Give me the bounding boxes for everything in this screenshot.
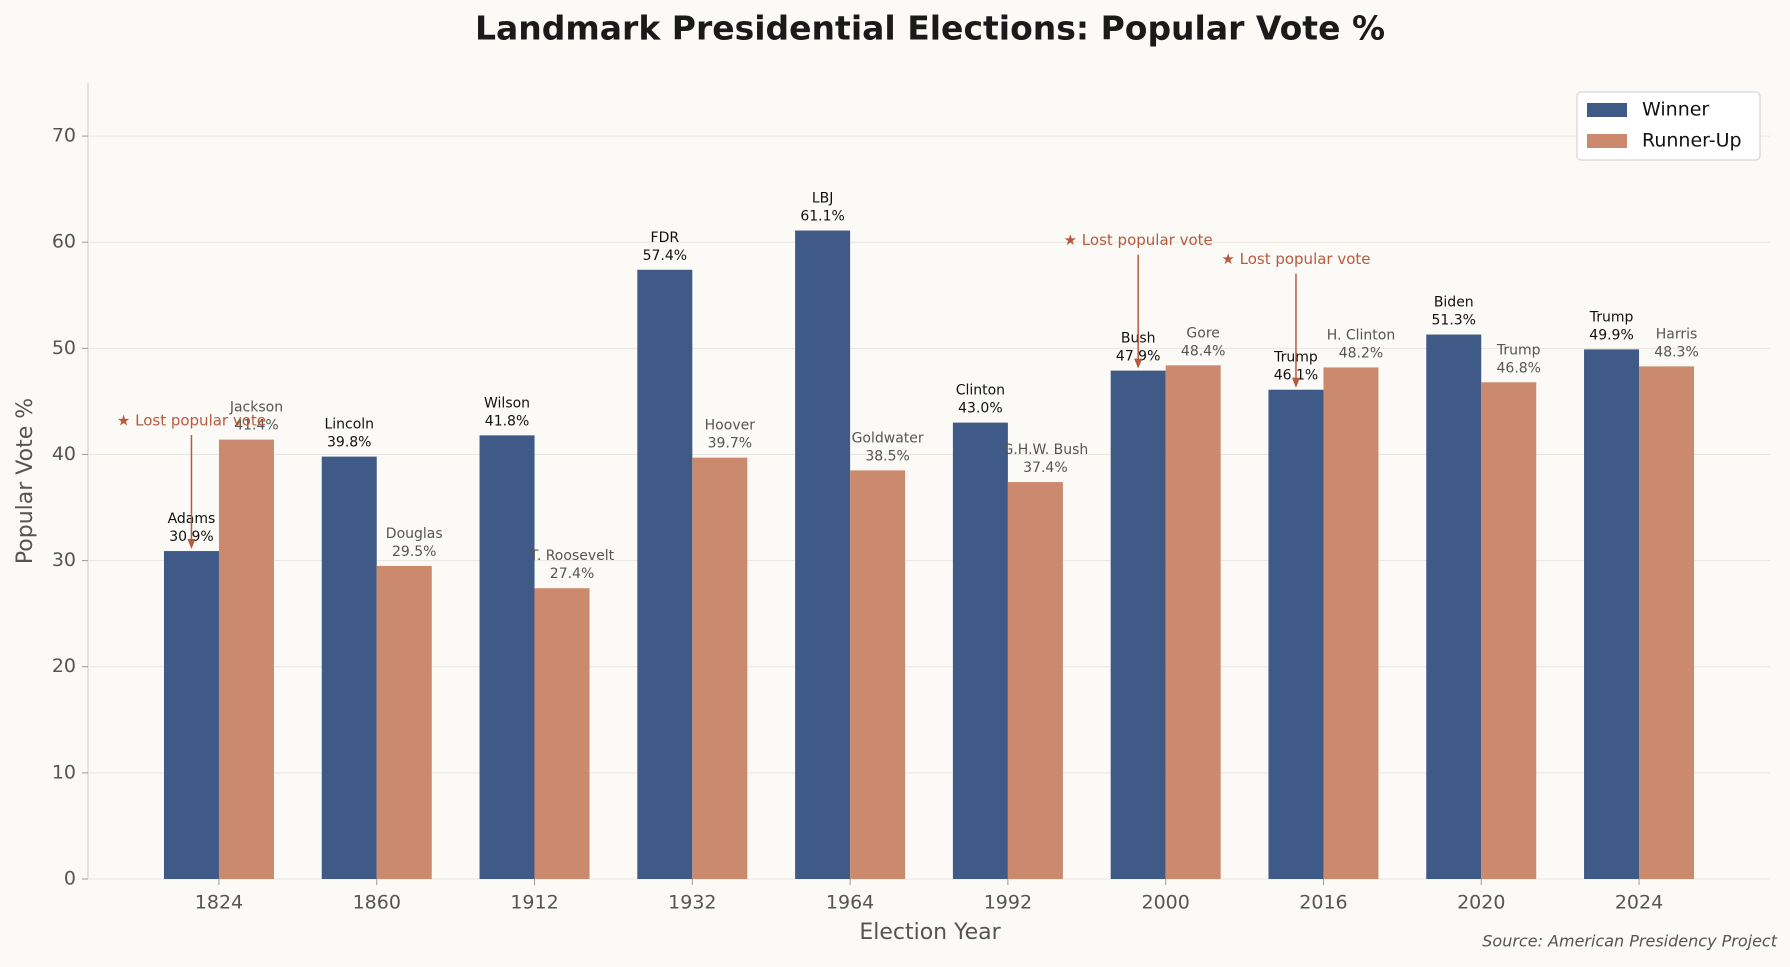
bar [1323,367,1379,879]
y-axis-label: Popular Vote % [13,398,38,564]
bar-value-label: 43.0% [958,401,1002,417]
bar-name-label: G.H.W. Bush [1002,442,1088,458]
bar-value-label: 48.4% [1181,343,1225,359]
bar-name-label: Hoover [705,418,756,434]
y-tick-label: 60 [52,231,76,253]
bar-name-label: T. Roosevelt [529,548,615,564]
bar-name-label: Lincoln [324,417,374,433]
bar [1584,349,1640,879]
bar [1481,382,1537,879]
bar-value-label: 29.5% [392,544,436,560]
bar [321,456,377,879]
legend-label: Winner [1642,99,1709,121]
bar [952,422,1008,879]
annotation-arrowhead [1291,377,1300,388]
y-tick-label: 10 [52,761,76,783]
bar [479,435,535,879]
y-tick-label: 0 [64,868,76,890]
bar-value-label: 51.3% [1432,313,1476,329]
bar-value-label: 37.4% [1023,460,1067,476]
x-tick-label: 1912 [510,892,558,914]
bar [637,269,693,879]
x-axis-label: Election Year [859,920,1001,945]
annotation: ★ Lost popular vote [1064,231,1213,249]
bar [218,439,274,879]
legend-swatch [1587,103,1627,117]
bar-value-label: 39.8% [327,435,371,451]
bar-value-label: 46.8% [1497,360,1541,376]
annotation: ★ Lost popular vote [117,412,266,430]
x-tick-label: 2024 [1615,892,1663,914]
bar-name-label: Harris [1656,326,1698,342]
x-tick-label: 2016 [1299,892,1347,914]
bar-value-label: 48.3% [1654,344,1698,360]
bar-value-label: 39.7% [708,436,752,452]
legend-swatch [1587,134,1627,148]
y-tick-label: 20 [52,655,76,677]
annotation-arrowhead [1134,358,1143,369]
annotation: ★ Lost popular vote [1221,250,1370,268]
annotation-arrowhead [187,539,196,550]
bar [376,565,432,879]
bar [163,551,219,879]
x-tick-label: 1824 [195,892,243,914]
x-tick-label: 1992 [984,892,1032,914]
bar [692,457,748,879]
x-tick-label: 2000 [1141,892,1189,914]
bar-value-label: 27.4% [550,566,594,582]
bar-name-label: Biden [1434,295,1474,311]
x-tick-label: 1932 [668,892,716,914]
bar [1268,389,1324,879]
bar-value-label: 61.1% [800,209,844,225]
bar-name-label: Clinton [956,383,1005,399]
bar-name-label: Trump [1589,309,1634,325]
bar-name-label: Trump [1496,342,1541,358]
bar-name-label: Goldwater [852,430,924,446]
bar-value-label: 38.5% [865,448,909,464]
bar [1426,334,1482,879]
bar-name-label: Gore [1186,325,1219,341]
x-tick-label: 1860 [353,892,401,914]
bar [1639,366,1695,880]
bar-name-label: FDR [651,230,680,246]
bar [534,588,590,879]
bar-name-label: Jackson [229,400,283,416]
bar-value-label: 48.2% [1339,345,1383,361]
x-tick-label: 2020 [1457,892,1505,914]
bar [1110,370,1166,879]
source-note: Source: American Presidency Project [1482,932,1777,951]
bar-name-label: H. Clinton [1327,327,1396,343]
bar-value-label: 41.8% [485,413,529,429]
legend-label: Runner-Up [1642,130,1742,152]
y-tick-label: 70 [52,125,76,147]
bar-value-label: 41.4% [234,418,278,434]
bar-value-label: 49.9% [1589,327,1633,343]
bar-value-label: 57.4% [643,248,687,264]
y-tick-label: 30 [52,549,76,571]
y-tick-label: 50 [52,337,76,359]
y-tick-label: 40 [52,443,76,465]
bar [795,230,851,879]
bar-name-label: LBJ [812,191,834,207]
x-tick-label: 1964 [826,892,874,914]
bar [850,470,906,879]
bar-name-label: Wilson [484,395,530,411]
bar [1165,365,1221,879]
chart-title: Landmark Presidential Elections: Popular… [475,9,1385,48]
bar-name-label: Douglas [386,526,443,542]
bar [1007,482,1063,879]
